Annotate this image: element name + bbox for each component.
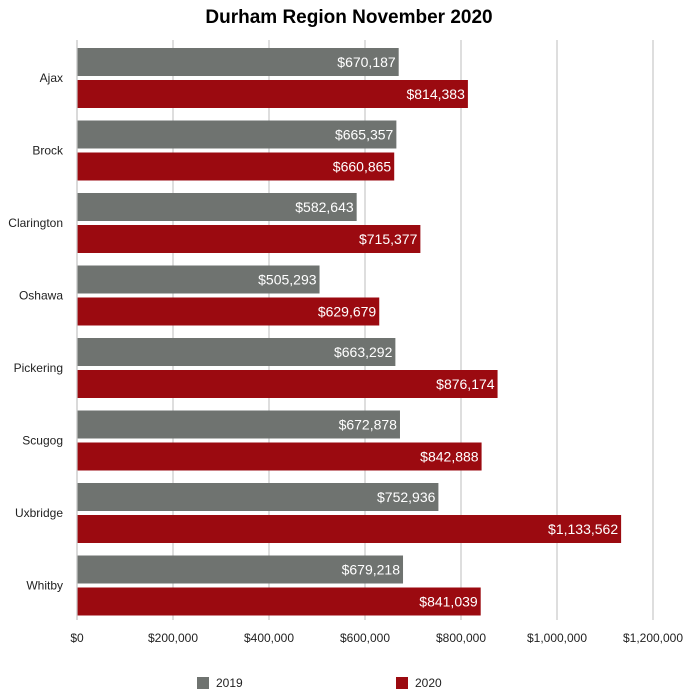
data-label: $505,293 (258, 272, 317, 288)
category-label: Scugog (22, 434, 63, 448)
chart-title: Durham Region November 2020 (205, 7, 493, 28)
x-tick-label: $0 (70, 631, 84, 645)
bar (77, 120, 397, 149)
bar (77, 152, 395, 181)
bar (77, 370, 498, 398)
x-tick-label: $600,000 (340, 631, 390, 645)
x-tick-label: $800,000 (436, 631, 486, 645)
bar (77, 193, 357, 221)
data-label: $672,878 (339, 417, 398, 433)
data-label: $1,133,562 (548, 521, 618, 537)
data-label: $582,643 (295, 199, 354, 215)
data-label: $841,039 (419, 594, 478, 610)
data-label: $663,292 (334, 344, 393, 360)
category-label: Whitby (26, 579, 63, 593)
bar (77, 48, 399, 76)
bar (77, 410, 400, 439)
data-label: $679,218 (342, 562, 401, 578)
bar (77, 338, 396, 366)
bar (77, 80, 468, 108)
legend: 2019 2020 (0, 676, 698, 692)
data-label: $629,679 (318, 304, 377, 320)
data-label: $670,187 (337, 54, 396, 70)
bar (77, 587, 481, 616)
legend-item-2020: 2020 (396, 676, 442, 690)
data-label: $665,357 (335, 127, 394, 143)
bar (77, 265, 320, 294)
bar (77, 297, 380, 326)
legend-label-2020: 2020 (415, 676, 442, 690)
bar (77, 483, 439, 511)
data-label: $752,936 (377, 489, 436, 505)
category-label: Brock (32, 144, 64, 158)
data-label: $876,174 (436, 376, 495, 392)
data-label: $660,865 (333, 159, 392, 175)
data-label: $842,888 (420, 449, 479, 465)
x-tick-label: $1,000,000 (527, 631, 587, 645)
bar (77, 515, 622, 543)
category-label: Oshawa (19, 289, 63, 303)
data-label: $715,377 (359, 231, 418, 247)
bar (77, 225, 421, 253)
legend-swatch-2020 (396, 677, 408, 689)
category-label: Clarington (8, 216, 63, 230)
legend-label-2019: 2019 (216, 676, 243, 690)
bar (77, 555, 404, 584)
x-tick-label: $1,200,000 (623, 631, 683, 645)
x-tick-label: $200,000 (148, 631, 198, 645)
bar (77, 442, 482, 471)
category-label: Ajax (40, 71, 63, 85)
data-label: $814,383 (406, 86, 465, 102)
legend-item-2019: 2019 (197, 676, 243, 690)
category-label: Pickering (14, 361, 63, 375)
x-tick-label: $400,000 (244, 631, 294, 645)
category-label: Uxbridge (15, 506, 63, 520)
legend-swatch-2019 (197, 677, 209, 689)
